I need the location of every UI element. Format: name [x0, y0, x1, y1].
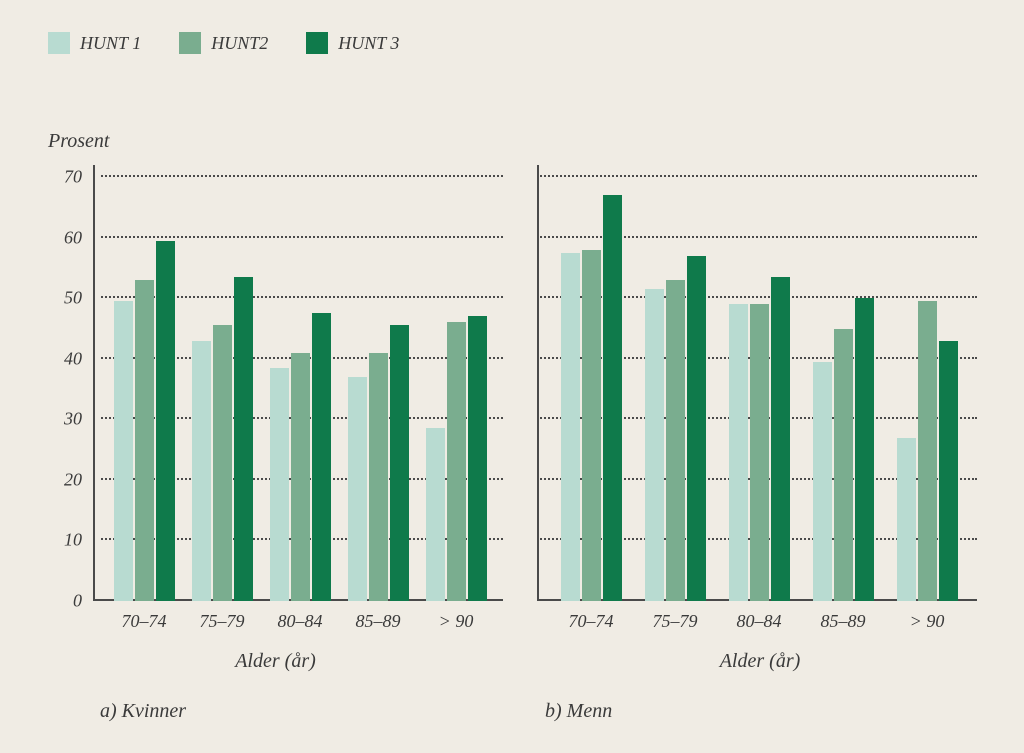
y-tick-label: 50: [64, 288, 82, 309]
category-group: [633, 165, 717, 601]
x-tick-label: 70–74: [105, 605, 183, 635]
x-ticks-b: 70–7475–7980–8485–89> 90: [537, 605, 977, 635]
y-axis-line: [93, 165, 95, 601]
plot-area-b: [537, 165, 977, 601]
x-tick-label: > 90: [417, 605, 495, 635]
x-ticks-a: 70–7475–7980–8485–89> 90: [93, 605, 503, 635]
bar: [897, 438, 916, 602]
x-axis-label-a: Alder (år): [48, 650, 503, 673]
bar: [687, 256, 706, 601]
y-axis-line: [537, 165, 539, 601]
x-tick-label: 85–89: [801, 605, 885, 635]
x-tick-label: 80–84: [261, 605, 339, 635]
bar: [291, 353, 310, 601]
bar: [213, 325, 232, 601]
legend-item: HUNT 3: [306, 32, 399, 54]
bar: [750, 304, 769, 601]
category-group: [717, 165, 801, 601]
y-tick-label: 40: [64, 348, 82, 369]
plot-area-a: [93, 165, 503, 601]
category-group: [261, 165, 339, 601]
category-group: [885, 165, 969, 601]
y-ticks: 010203040506070: [48, 165, 88, 601]
x-tick-label: 70–74: [549, 605, 633, 635]
bar: [114, 301, 133, 601]
bar: [561, 253, 580, 601]
x-tick-label: > 90: [885, 605, 969, 635]
bar: [645, 289, 664, 601]
category-group: [801, 165, 885, 601]
bar: [426, 428, 445, 601]
x-tick-label: 85–89: [339, 605, 417, 635]
x-tick-label: 75–79: [183, 605, 261, 635]
bar: [192, 341, 211, 601]
y-tick-label: 30: [64, 409, 82, 430]
y-tick-label: 60: [64, 227, 82, 248]
bar: [918, 301, 937, 601]
x-axis-label-b: Alder (år): [540, 650, 980, 673]
bar: [666, 280, 685, 601]
bar: [270, 368, 289, 601]
panel-caption-a: a) Kvinner: [100, 700, 186, 723]
y-axis-label: Prosent: [48, 130, 109, 153]
legend-swatch-2: [179, 32, 201, 54]
legend: HUNT 1 HUNT2 HUNT 3: [48, 32, 399, 54]
y-tick-label: 70: [64, 167, 82, 188]
category-group: [183, 165, 261, 601]
legend-label-2: HUNT2: [211, 33, 268, 54]
bars-container: [549, 165, 969, 601]
y-tick-label: 20: [64, 469, 82, 490]
bar: [156, 241, 175, 601]
category-group: [339, 165, 417, 601]
bar: [468, 316, 487, 601]
bar: [855, 298, 874, 601]
bar: [603, 195, 622, 601]
x-tick-label: 80–84: [717, 605, 801, 635]
bar: [939, 341, 958, 601]
chart-row: 010203040506070 70–7475–7980–8485–89> 90…: [48, 165, 996, 635]
x-tick-label: 75–79: [633, 605, 717, 635]
bar: [582, 250, 601, 601]
y-tick-label: 10: [64, 530, 82, 551]
bar: [447, 322, 466, 601]
bar: [729, 304, 748, 601]
category-group: [105, 165, 183, 601]
y-tick-label: 0: [73, 591, 82, 612]
bar: [369, 353, 388, 601]
bar: [234, 277, 253, 601]
bar: [834, 329, 853, 602]
legend-swatch-3: [306, 32, 328, 54]
legend-item: HUNT2: [179, 32, 268, 54]
bar: [312, 313, 331, 601]
panel-kvinner: 0 10 20 30 40 50 60 70 70–7475–7980–8485–89> 90: [48, 165, 503, 635]
legend-item: HUNT 1: [48, 32, 141, 54]
panel-menn: 70–7475–7980–8485–89> 90: [537, 165, 977, 635]
category-group: [549, 165, 633, 601]
category-group: [417, 165, 495, 601]
panel-caption-b: b) Menn: [545, 700, 612, 723]
bar: [813, 362, 832, 601]
legend-label-3: HUNT 3: [338, 33, 399, 54]
bar: [390, 325, 409, 601]
bars-container: [105, 165, 495, 601]
bar: [135, 280, 154, 601]
legend-label-1: HUNT 1: [80, 33, 141, 54]
bar: [348, 377, 367, 601]
bar: [771, 277, 790, 601]
legend-swatch-1: [48, 32, 70, 54]
